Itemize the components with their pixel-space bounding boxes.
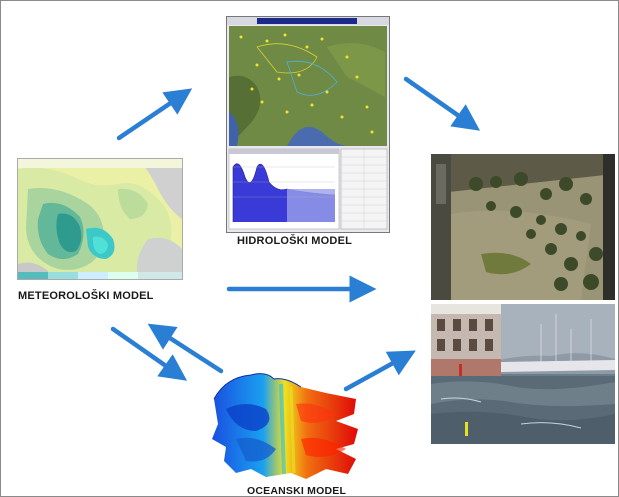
arrow-meteo-to-hydro (116, 88, 193, 141)
meteo-model-label: METEOROLOŠKI MODEL (18, 290, 154, 302)
hydro-model-screenshot (226, 16, 390, 233)
surge-photo (431, 304, 615, 444)
arrow-meteo-to-ocean (110, 326, 188, 381)
arrow-hydro-to-flood (403, 76, 481, 131)
meteo-model-map (17, 158, 183, 280)
surge-photo-graphic (431, 304, 615, 444)
flood-photo (431, 154, 615, 300)
hydro-screenshot-graphic (227, 17, 389, 230)
meteo-map-graphic (18, 159, 182, 279)
ocean-model-graphic (206, 369, 366, 481)
ocean-model-label: OCEANSKI MODEL (247, 485, 347, 497)
ocean-model-svg (212, 373, 358, 479)
arrow-ocean-to-meteo (147, 323, 224, 374)
hydro-model-label: HIDROLOŠKI MODEL (237, 235, 353, 247)
flood-photo-graphic (431, 154, 615, 300)
